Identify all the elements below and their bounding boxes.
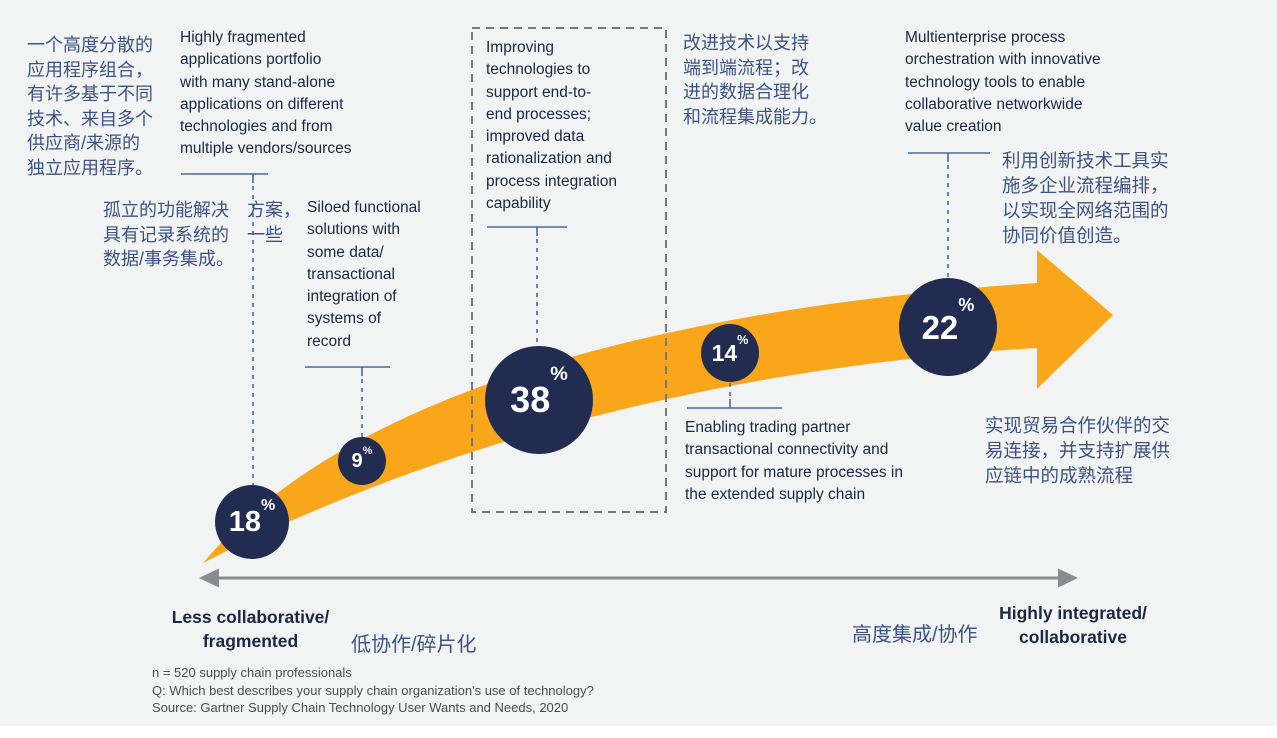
data-bubble-stage5: 22%	[899, 278, 997, 376]
bubble-value: 38	[510, 379, 551, 420]
data-bubble-stage1: 18%	[215, 485, 289, 559]
percent-sign: %	[737, 333, 749, 348]
data-bubble-stage4: 14%	[701, 324, 759, 382]
bubble-value: 22	[921, 308, 959, 346]
axis-label-highly-integrated-en: Highly integrated/ collaborative	[999, 603, 1147, 647]
percent-sign: %	[362, 444, 373, 457]
spectrum-axis	[199, 568, 1078, 588]
axis-label-less-collaborative-zh: 低协作/碎片化	[351, 634, 477, 656]
dashed-highlight-box	[471, 27, 667, 513]
annotation-stage1-zh: 一个高度分散的 应用程序组合， 有许多基于不同 技术、来自多个 供应商/来源的 …	[27, 35, 153, 178]
annotation-stage2-en: Siloed functional solutions with some da…	[307, 199, 421, 350]
axis-arrowhead-right	[1058, 568, 1078, 588]
annotation-stage3-zh: 改进技术以支持 端到端流程；改 进的数据合理化 和流程集成能力。	[683, 33, 827, 127]
percent-sign: %	[550, 363, 568, 386]
bubble-value: 18	[228, 505, 262, 538]
source-note: n = 520 supply chain professionals Q: Wh…	[152, 665, 594, 715]
annotation-stage1-en: Highly fragmented applications portfolio…	[180, 29, 352, 158]
annotation-stage5-en: Multienterprise process orchestration wi…	[905, 29, 1101, 136]
axis-label-less-collaborative-en: Less collaborative/ fragmented	[171, 607, 330, 651]
axis-arrowhead-left	[199, 568, 219, 588]
annotation-stage2-zh: 孤立的功能解决 方案， 具有记录系统的 一些 数据/事务集成。	[103, 200, 301, 269]
data-bubble-stage2: 9%	[338, 437, 386, 485]
percent-sign: %	[261, 497, 276, 515]
callout-underline-stage3	[487, 226, 567, 236]
bubble-value: 9	[351, 450, 363, 472]
callout-underline-stage1	[181, 173, 268, 183]
annotation-stage5-zh: 利用创新技术工具实 施多企业流程编排， 以实现全网络范围的 协同价值创造。	[1002, 150, 1169, 246]
axis-label-highly-integrated-zh: 高度集成/协作	[852, 624, 978, 646]
callout-underline-stage5	[908, 152, 990, 162]
percent-sign: %	[958, 294, 975, 315]
annotation-stage4-en: Enabling trading partner transactional c…	[685, 419, 903, 503]
annotation-stage3-en: Improving technologies to support end-to…	[486, 39, 617, 213]
maturity-arrow-swoosh	[203, 250, 1113, 563]
bottom-white-strip	[0, 726, 1277, 738]
callout-underline-stage4	[687, 399, 782, 409]
callout-underline-stage2	[305, 366, 390, 376]
annotation-stage4-zh: 实现贸易合作伙伴的交 易连接，并支持扩展供 应链中的成熟流程	[985, 415, 1171, 486]
data-bubble-stage3: 38%	[485, 346, 593, 454]
bubble-value: 14	[711, 339, 738, 366]
